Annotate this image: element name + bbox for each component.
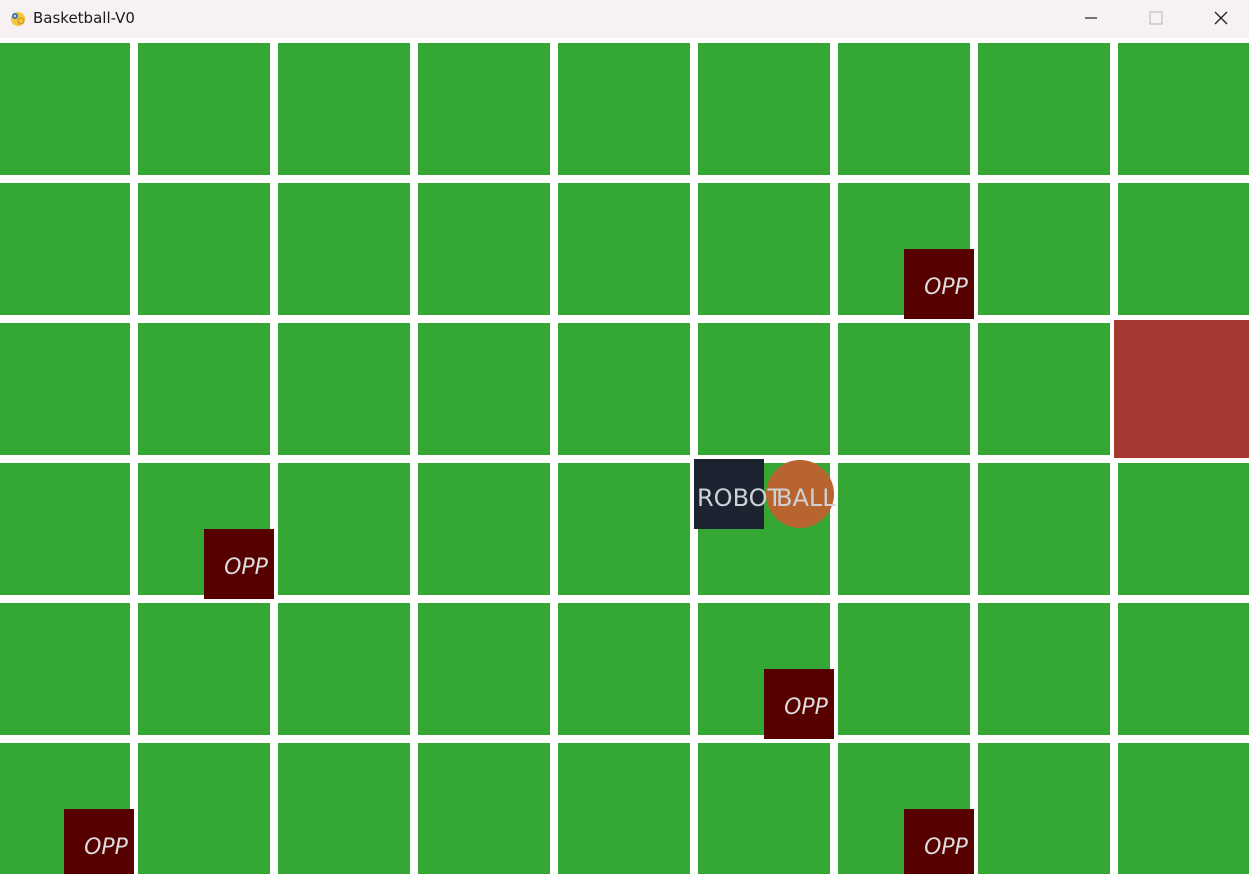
robot-label: ROBOT xyxy=(697,484,783,512)
court-cell xyxy=(978,603,1110,735)
opponent-label: OPP xyxy=(84,834,128,860)
court-cell xyxy=(1118,743,1249,874)
court-cell xyxy=(698,743,830,874)
court-cell xyxy=(418,323,550,455)
window-title: Basketball-V0 xyxy=(33,9,135,27)
close-icon xyxy=(1214,11,1228,25)
court-cell xyxy=(558,183,690,315)
court-cell xyxy=(138,603,270,735)
opponent-player: OPP xyxy=(204,529,274,599)
hoop-zone xyxy=(1114,320,1249,458)
opponent-label: OPP xyxy=(784,694,828,720)
opponent-player: OPP xyxy=(764,669,834,739)
court-cell xyxy=(978,323,1110,455)
minimize-icon xyxy=(1085,17,1097,19)
opponent-label: OPP xyxy=(924,834,968,860)
court-cell xyxy=(978,463,1110,595)
minimize-button[interactable] xyxy=(1058,0,1124,36)
court-cell xyxy=(558,743,690,874)
court-cell xyxy=(978,743,1110,874)
pygame-snake-icon xyxy=(11,12,25,26)
court-cell xyxy=(418,603,550,735)
basketball xyxy=(766,460,834,528)
court-cell xyxy=(0,323,130,455)
close-button[interactable] xyxy=(1188,0,1249,36)
court-cell xyxy=(0,463,130,595)
maximize-icon xyxy=(1149,11,1163,25)
court-cell xyxy=(1118,603,1249,735)
court-cell xyxy=(838,603,970,735)
court-cell xyxy=(978,183,1110,315)
robot-player xyxy=(694,459,764,529)
court-cell xyxy=(0,603,130,735)
court-cell xyxy=(138,43,270,175)
court-cell xyxy=(278,183,410,315)
court-cell xyxy=(698,323,830,455)
court-cell xyxy=(698,43,830,175)
opponent-player: OPP xyxy=(904,249,974,319)
court-cell xyxy=(838,463,970,595)
court-cell xyxy=(278,43,410,175)
court-cell xyxy=(0,183,130,315)
court-cell xyxy=(558,603,690,735)
court-cell xyxy=(838,43,970,175)
court-cell xyxy=(418,183,550,315)
court-cell xyxy=(1118,43,1249,175)
court-cell xyxy=(138,743,270,874)
court-cell xyxy=(138,323,270,455)
opponent-player: OPP xyxy=(904,809,974,874)
court-cell xyxy=(278,743,410,874)
court-cell xyxy=(558,43,690,175)
maximize-button[interactable] xyxy=(1123,0,1189,36)
ball-label: BALL xyxy=(776,484,836,512)
court-cell xyxy=(278,463,410,595)
court-cell xyxy=(1118,183,1249,315)
court-cell xyxy=(418,743,550,874)
game-board: OPP OPP OPP OPP OPP ROBOT BALL xyxy=(0,38,1249,874)
court-cell xyxy=(978,43,1110,175)
court-cell xyxy=(418,463,550,595)
opponent-label: OPP xyxy=(224,554,268,580)
court-cell xyxy=(418,43,550,175)
court-cell xyxy=(1118,463,1249,595)
court-cell xyxy=(0,43,130,175)
court-cell xyxy=(558,463,690,595)
opponent-player: OPP xyxy=(64,809,134,874)
court-cell xyxy=(558,323,690,455)
court-cell xyxy=(278,323,410,455)
title-bar: Basketball-V0 xyxy=(0,0,1249,38)
court-cell xyxy=(278,603,410,735)
court-cell xyxy=(838,323,970,455)
court-cell xyxy=(698,183,830,315)
court-cell xyxy=(138,183,270,315)
opponent-label: OPP xyxy=(924,274,968,300)
